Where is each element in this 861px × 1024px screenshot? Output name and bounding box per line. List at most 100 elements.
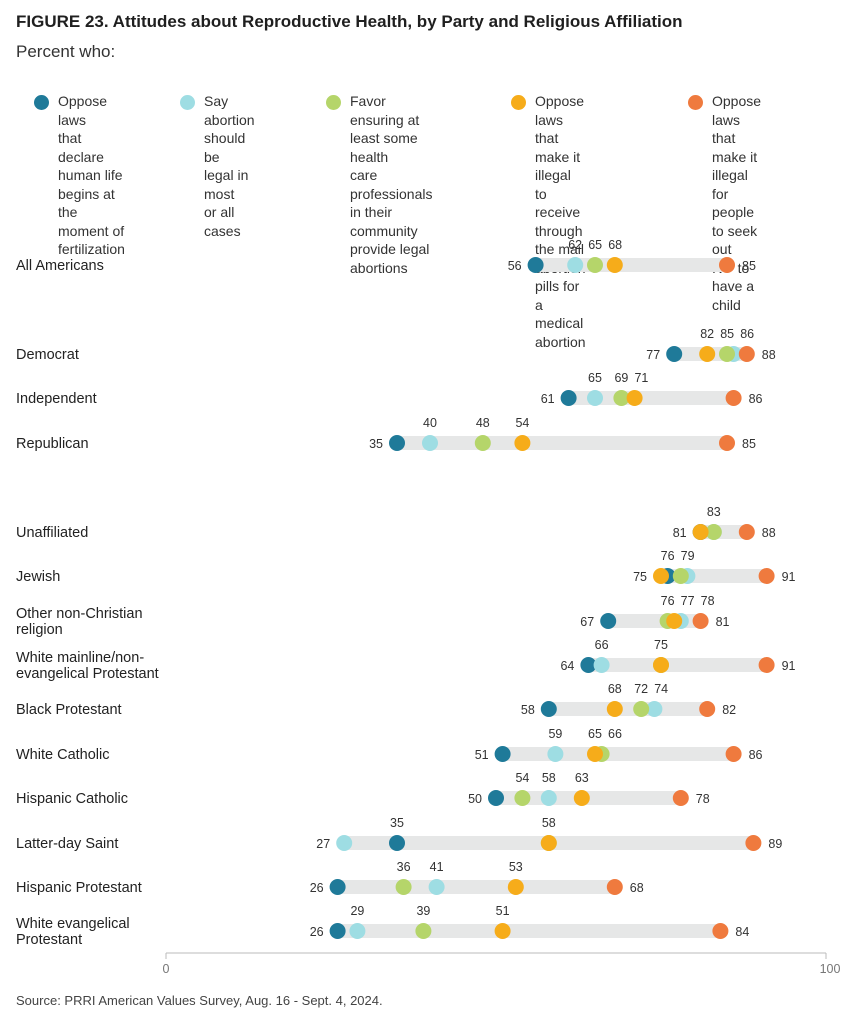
value-label-above: 36: [397, 860, 411, 874]
dot-series-3: [633, 701, 650, 717]
dot-series-5: [725, 746, 742, 762]
dot-series-5: [758, 568, 775, 584]
dot-series-4: [692, 524, 709, 540]
range-bar: [548, 702, 708, 716]
value-label-above: 74: [654, 682, 668, 696]
value-label-above: 82: [700, 327, 714, 341]
value-label-above: 40: [423, 416, 437, 430]
value-label-max: 85: [742, 437, 756, 451]
value-label-above: 71: [634, 371, 648, 385]
value-label-above: 76: [661, 594, 675, 608]
value-label-min: 26: [310, 881, 324, 895]
dot-series-1: [389, 435, 405, 451]
value-label-above: 69: [614, 371, 628, 385]
dot-series-2: [428, 879, 445, 895]
dot-series-4: [606, 701, 623, 717]
dot-series-2: [567, 257, 584, 273]
value-label-min: 61: [541, 392, 555, 406]
value-label-min: 26: [310, 925, 324, 939]
x-tick-label: 100: [820, 962, 841, 976]
row-label-line: White evangelical: [16, 916, 130, 932]
dot-series-2: [587, 390, 603, 406]
dot-series-4: [653, 657, 669, 673]
dot-series-5: [719, 257, 735, 273]
range-bar: [337, 880, 615, 894]
chart-subtitle: Percent who:: [16, 42, 116, 61]
dot-series-3: [705, 524, 722, 540]
legend-label: Favor ensuring at least some health care p…: [350, 93, 433, 276]
dot-series-1: [527, 257, 544, 273]
value-label-above: 72: [634, 682, 648, 696]
value-label-max: 85: [742, 259, 756, 273]
value-label-above: 78: [701, 594, 715, 608]
range-bar: [568, 391, 734, 405]
dot-series-4: [666, 613, 683, 629]
dot-series-2: [422, 435, 438, 451]
range-bar: [588, 658, 767, 672]
row-label: Unaffiliated: [16, 525, 88, 541]
dot-series-2: [336, 835, 353, 851]
dot-series-1: [580, 657, 597, 673]
row-label: All Americans: [16, 258, 104, 274]
dot-series-3: [474, 435, 491, 451]
dot-series-3: [514, 790, 531, 806]
value-label-max: 88: [762, 348, 776, 362]
value-label-min: 51: [475, 748, 489, 762]
dot-series-1: [329, 879, 346, 895]
dot-series-2: [349, 923, 366, 939]
row-label: Hispanic Protestant: [16, 880, 142, 896]
value-label-max: 88: [762, 526, 776, 540]
value-label-min: 35: [369, 437, 383, 451]
value-label-min: 67: [580, 615, 594, 629]
value-label-max: 82: [722, 703, 736, 717]
value-label-min: 75: [633, 570, 647, 584]
value-label-above: 68: [608, 238, 622, 252]
legend-swatch-icon: [511, 95, 526, 110]
value-label-above: 66: [595, 638, 609, 652]
dot-series-5: [606, 879, 623, 895]
value-label-above: 59: [548, 727, 562, 741]
row-label: White Catholic: [16, 747, 109, 763]
dot-series-5: [725, 390, 742, 406]
legend-swatch-icon: [180, 95, 195, 110]
range-bar: [535, 258, 727, 272]
dot-series-5: [758, 657, 775, 673]
value-label-above: 58: [542, 771, 556, 785]
dot-series-4: [699, 346, 716, 362]
range-bar: [502, 747, 734, 761]
dot-series-1: [389, 835, 405, 851]
row-label-line: evangelical Protestant: [16, 666, 159, 682]
dot-series-2: [593, 657, 610, 673]
legend-swatch-icon: [688, 95, 703, 110]
range-bar: [397, 436, 727, 450]
value-label-max: 89: [768, 837, 782, 851]
row-label: White evangelical Protestant: [16, 916, 130, 948]
dot-series-5: [672, 790, 689, 806]
dot-series-5: [738, 524, 755, 540]
dot-series-3: [415, 923, 432, 939]
value-label-above: 58: [542, 816, 556, 830]
value-label-above: 48: [476, 416, 490, 430]
legend-swatch-icon: [326, 95, 341, 110]
row-label: Hispanic Catholic: [16, 791, 128, 807]
row-label: Jewish: [16, 569, 60, 585]
value-label-max: 86: [749, 392, 763, 406]
value-label-min: 50: [468, 792, 482, 806]
row-label: Latter-day Saint: [16, 836, 118, 852]
row-label: Democrat: [16, 347, 79, 363]
value-label-above: 79: [681, 549, 695, 563]
dot-series-1: [600, 613, 617, 629]
dot-series-3: [672, 568, 689, 584]
dot-series-4: [514, 435, 531, 451]
dot-series-4: [587, 746, 603, 762]
dot-series-1: [560, 390, 577, 406]
value-label-max: 81: [716, 615, 730, 629]
dot-series-3: [587, 257, 603, 273]
legend-label: Say abortion should be legal in most or all…: [204, 93, 255, 239]
dot-series-4: [573, 790, 590, 806]
dot-series-4: [653, 568, 669, 584]
chart-title: FIGURE 23. Attitudes about Reproductive …: [16, 12, 683, 31]
dot-series-2: [540, 790, 557, 806]
value-label-above: 65: [588, 727, 602, 741]
